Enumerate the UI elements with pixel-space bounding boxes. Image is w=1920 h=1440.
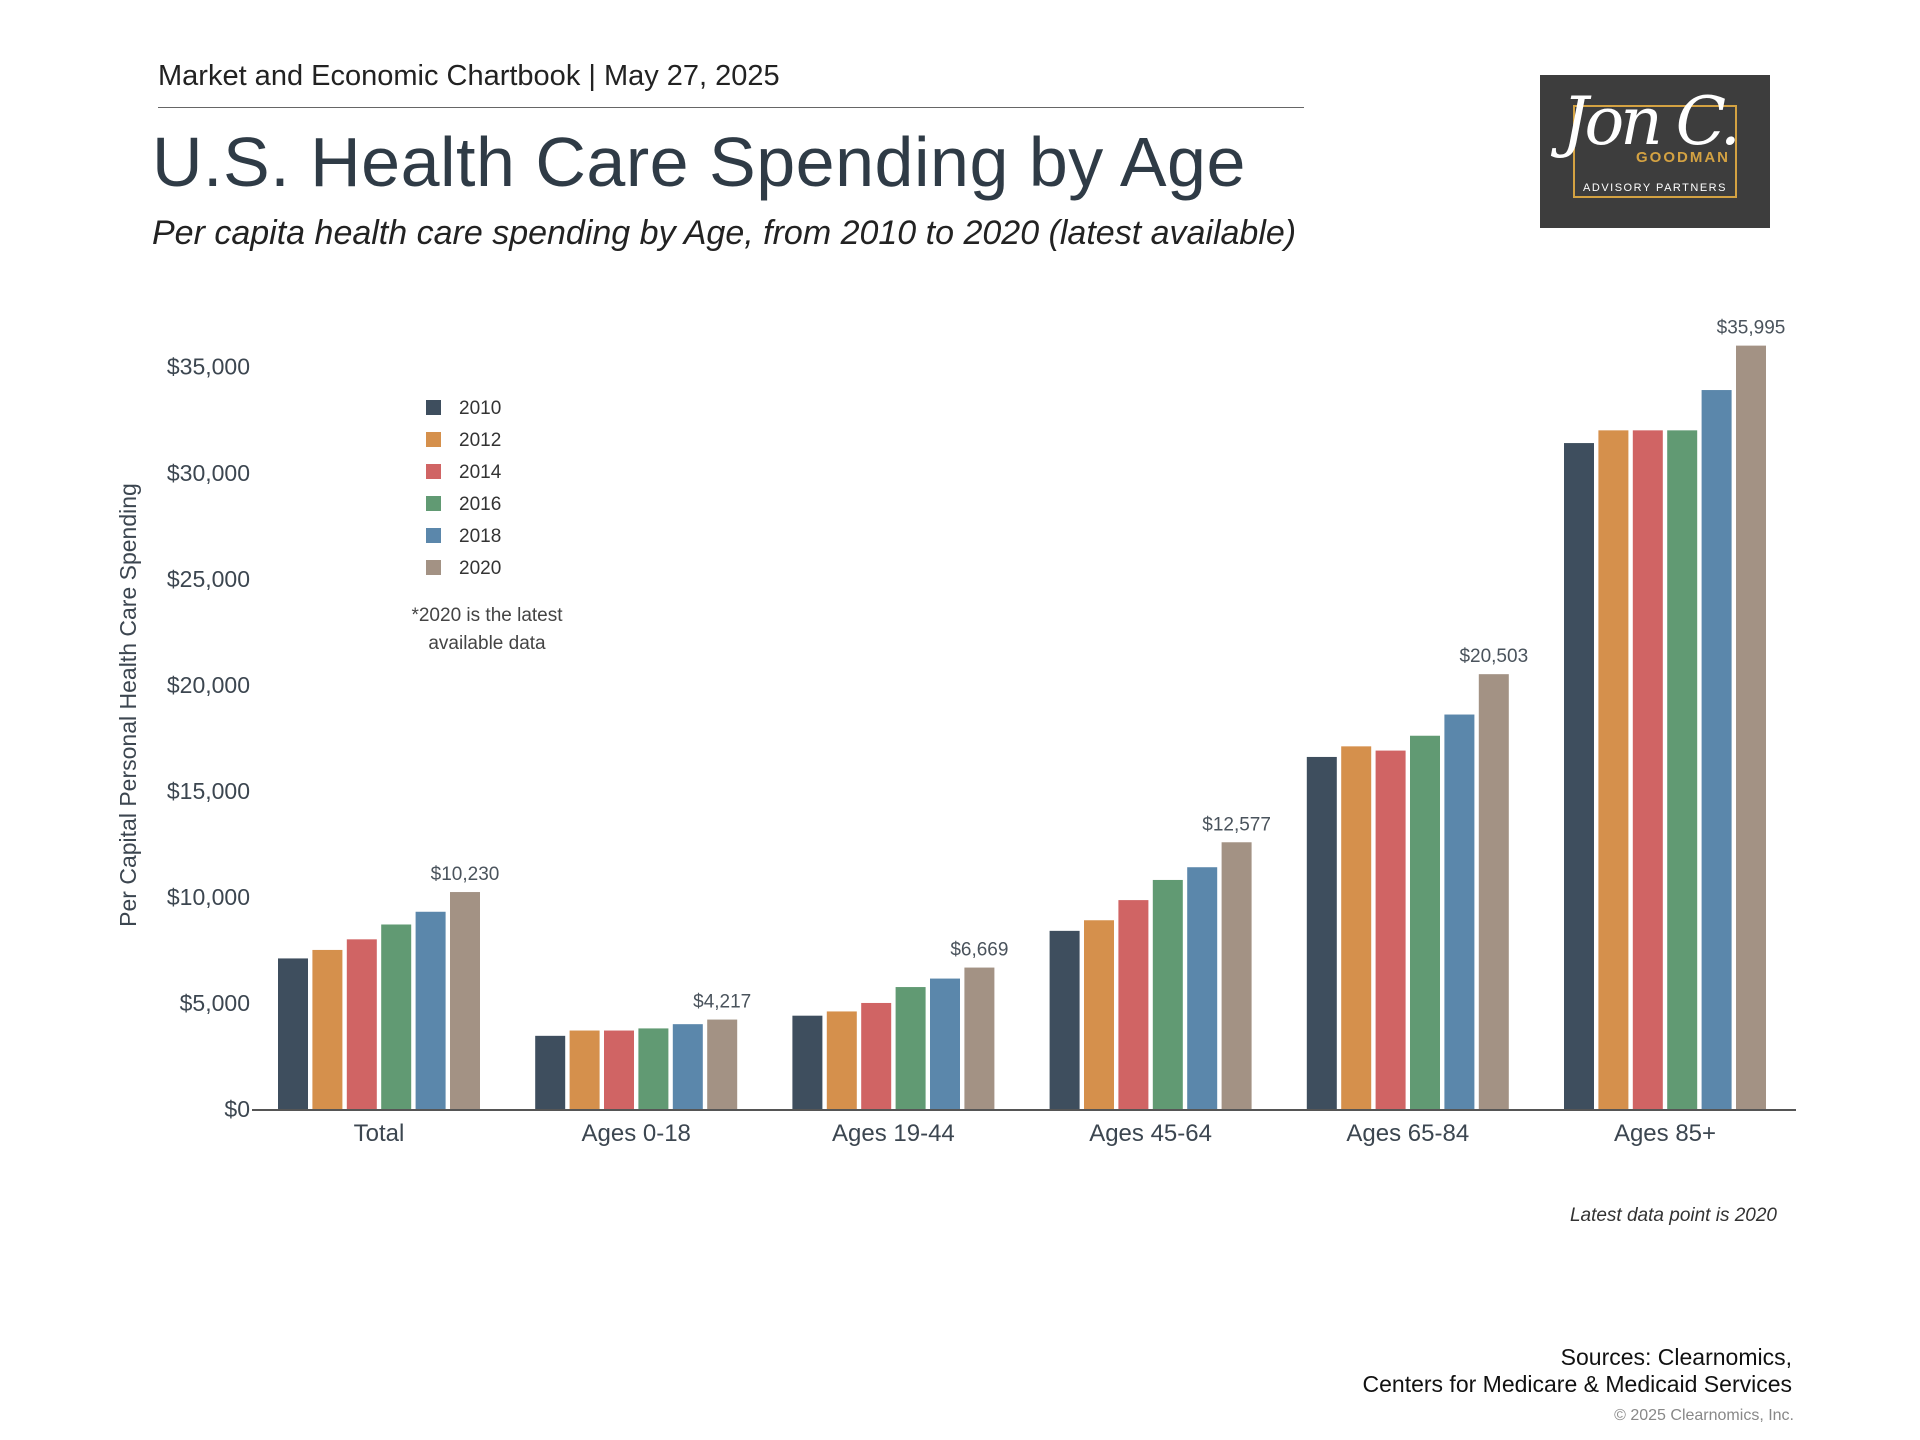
legend-swatch-2012 [426, 432, 441, 447]
bar-group [1564, 345, 1766, 1109]
legend: 2010 2012 2014 2016 2018 2020 [426, 398, 502, 579]
bar-2014 [1375, 750, 1406, 1109]
bar-2010 [1564, 443, 1594, 1109]
logo-signature: Jon C. [1562, 83, 1741, 160]
bar-2018 [1701, 390, 1732, 1109]
bar-2014 [346, 939, 377, 1109]
x-tick-label: Total [354, 1120, 405, 1147]
bar-2012 [1084, 920, 1114, 1109]
bar-2012 [1598, 430, 1629, 1109]
page-title: U.S. Health Care Spending by Age [152, 123, 1246, 201]
data-label: $35,995 [1717, 318, 1786, 339]
bar-2016 [1667, 430, 1698, 1109]
y-tick-label: $20,000 [167, 672, 250, 698]
x-tick-label: Ages 19-44 [832, 1120, 955, 1147]
legend-note-line-2: available data [428, 633, 546, 654]
legend-swatch-2014 [426, 464, 441, 479]
bar-2010 [278, 958, 308, 1109]
chart-footnote: Latest data point is 2020 [1570, 1205, 1777, 1226]
sources-note: Sources: Clearnomics, Centers for Medica… [1363, 1344, 1793, 1398]
bar-2010 [1049, 930, 1080, 1109]
y-axis-ticks: $0 $5,000 $10,000 $15,000 $20,000 $25,000 $30,… [167, 354, 250, 1122]
y-tick-label: $35,000 [167, 354, 250, 380]
y-tick-label: $5,000 [180, 990, 250, 1016]
bar-2020 [1736, 345, 1766, 1109]
bar-groups [278, 345, 1766, 1109]
bar-group [1306, 674, 1509, 1109]
bar-2010 [535, 1035, 566, 1109]
y-tick-label: $15,000 [167, 778, 250, 804]
y-tick-label: $25,000 [167, 566, 250, 592]
bar-2016 [381, 924, 412, 1109]
header-divider [158, 107, 1304, 108]
copyright: © 2025 Clearnomics, Inc. [1614, 1407, 1794, 1424]
bar-2016 [895, 987, 926, 1109]
bar-2014 [861, 1002, 892, 1109]
bar-2020 [1478, 674, 1509, 1109]
legend-label-2018: 2018 [459, 526, 501, 547]
data-label: $12,577 [1202, 814, 1271, 835]
logo-brand: GOODMAN [1636, 149, 1730, 166]
legend-label-2010: 2010 [459, 398, 501, 419]
bar-2020 [450, 892, 480, 1109]
bar-group [1049, 842, 1252, 1109]
bar-2012 [569, 1030, 600, 1109]
bar-2010 [792, 1015, 823, 1109]
bar-2018 [1444, 714, 1475, 1109]
bar-2016 [1152, 879, 1183, 1109]
x-tick-label: Ages 0-18 [581, 1120, 690, 1147]
bar-2020 [964, 967, 995, 1109]
bar-2020 [707, 1019, 738, 1109]
bar-group [535, 1019, 738, 1109]
x-tick-label: Ages 85+ [1614, 1120, 1716, 1147]
legend-label-2020: 2020 [459, 558, 501, 579]
bar-2014 [1118, 900, 1149, 1109]
bar-2012 [312, 949, 343, 1109]
bar-2018 [1187, 867, 1218, 1109]
bar-2018 [930, 978, 960, 1109]
legend-label-2016: 2016 [459, 494, 501, 515]
bar-2016 [1410, 735, 1440, 1109]
data-label: $20,503 [1459, 646, 1528, 667]
logo-frame [1573, 105, 1737, 198]
legend-label-2014: 2014 [459, 462, 502, 483]
data-label: $4,217 [693, 992, 751, 1013]
bar-2018 [672, 1024, 703, 1109]
x-axis-labels: Total Ages 0-18 Ages 19-44 Ages 45-64 Ages 6… [354, 1120, 1716, 1147]
legend-swatch-2018 [426, 528, 441, 543]
page-subtitle: Per capita health care spending by Age, … [152, 214, 1297, 252]
legend-swatch-2020 [426, 560, 441, 575]
x-tick-label: Ages 65-84 [1346, 1120, 1469, 1147]
y-tick-label: $30,000 [167, 460, 250, 486]
sources-line-1: Sources: Clearnomics, [1560, 1344, 1792, 1370]
chartbook-header: Market and Economic Chartbook | May 27, … [158, 60, 780, 92]
bar-2010 [1306, 756, 1337, 1109]
y-tick-label: $0 [224, 1096, 250, 1122]
bar-2012 [826, 1011, 857, 1109]
logo-tagline: ADVISORY PARTNERS [1583, 182, 1727, 194]
legend-note-line-1: *2020 is the latest [411, 605, 563, 626]
bar-group [792, 967, 995, 1109]
bar-group [278, 892, 480, 1109]
data-labels: $10,230 $4,217 $6,669 $12,577 $20,503 $35,995 [431, 318, 1786, 1013]
data-label: $10,230 [431, 864, 500, 885]
company-logo: Jon C. GOODMAN ADVISORY PARTNERS [1540, 75, 1770, 228]
y-tick-label: $10,000 [167, 884, 250, 910]
bar-2012 [1341, 746, 1372, 1109]
legend-swatch-2016 [426, 496, 441, 511]
legend-label-2012: 2012 [459, 430, 501, 451]
bar-2014 [1632, 430, 1663, 1109]
bar-2016 [638, 1028, 669, 1109]
bar-2014 [604, 1030, 634, 1109]
x-tick-label: Ages 45-64 [1089, 1120, 1212, 1147]
legend-swatch-2010 [426, 400, 441, 415]
sources-line-2: Centers for Medicare & Medicaid Services [1362, 1371, 1793, 1397]
y-axis-title: Per Capital Personal Health Care Spendin… [115, 483, 141, 927]
bar-2018 [415, 911, 446, 1109]
data-label: $6,669 [950, 940, 1008, 961]
bar-2020 [1221, 842, 1252, 1109]
